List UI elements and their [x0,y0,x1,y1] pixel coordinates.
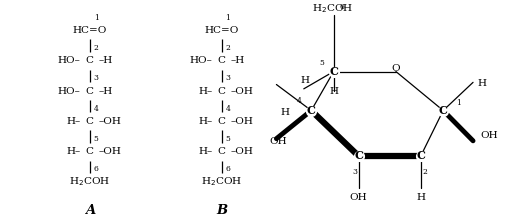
Text: 4: 4 [226,105,231,113]
Text: 3: 3 [226,74,231,82]
Text: –OH: –OH [231,117,253,126]
Text: H: H [477,79,486,88]
Text: C: C [217,117,226,126]
Text: –H: –H [99,56,113,65]
Text: 5: 5 [93,135,99,143]
Text: C: C [217,147,226,156]
Text: C: C [307,105,315,116]
Text: H: H [301,76,310,85]
Text: A: A [85,204,95,217]
Text: C: C [86,86,93,95]
Text: –OH: –OH [99,117,121,126]
Text: H–: H– [199,117,213,126]
Text: HO–: HO– [58,56,81,65]
Text: 6: 6 [93,165,99,173]
Text: OH: OH [481,131,498,140]
Text: H$_2$COH: H$_2$COH [312,2,353,15]
Text: C: C [439,105,448,116]
Text: B: B [216,204,227,217]
Text: HO–: HO– [58,86,81,95]
Text: –OH: –OH [99,147,121,156]
Text: 2: 2 [93,44,99,52]
Text: 1: 1 [456,99,460,107]
Text: HO–: HO– [190,56,213,65]
Text: C: C [354,151,363,162]
Text: 3: 3 [353,168,358,176]
Text: 4: 4 [93,105,99,113]
Text: HC=O: HC=O [73,26,107,35]
Text: H–: H– [67,147,81,156]
Text: H–: H– [67,117,81,126]
Text: H: H [329,87,338,96]
Text: O: O [392,64,400,73]
Text: –H: –H [99,86,113,95]
Text: –OH: –OH [231,147,253,156]
Text: OH: OH [350,193,367,202]
Text: OH: OH [269,137,287,146]
Text: C: C [86,117,93,126]
Text: H: H [281,108,290,117]
Text: HC=O: HC=O [204,26,239,35]
Text: –H: –H [231,56,245,65]
Text: 5: 5 [320,59,325,67]
Text: H–: H– [199,86,213,95]
Text: C: C [86,56,93,65]
Text: C: C [417,151,425,162]
Text: 2: 2 [226,44,231,52]
Text: C: C [217,86,226,95]
Text: 6: 6 [340,3,344,11]
Text: 3: 3 [93,74,99,82]
Text: H: H [416,193,425,202]
Text: H–: H– [199,147,213,156]
Text: 1: 1 [93,14,99,22]
Text: C: C [329,66,338,77]
Text: –OH: –OH [231,86,253,95]
Text: H$_2$COH: H$_2$COH [201,175,242,188]
Text: 4: 4 [297,97,301,105]
Text: 2: 2 [422,168,427,176]
Text: 5: 5 [226,135,231,143]
Text: C: C [86,147,93,156]
Text: H$_2$COH: H$_2$COH [69,175,110,188]
Text: 6: 6 [226,165,231,173]
Text: 1: 1 [226,14,231,22]
Text: C: C [217,56,226,65]
